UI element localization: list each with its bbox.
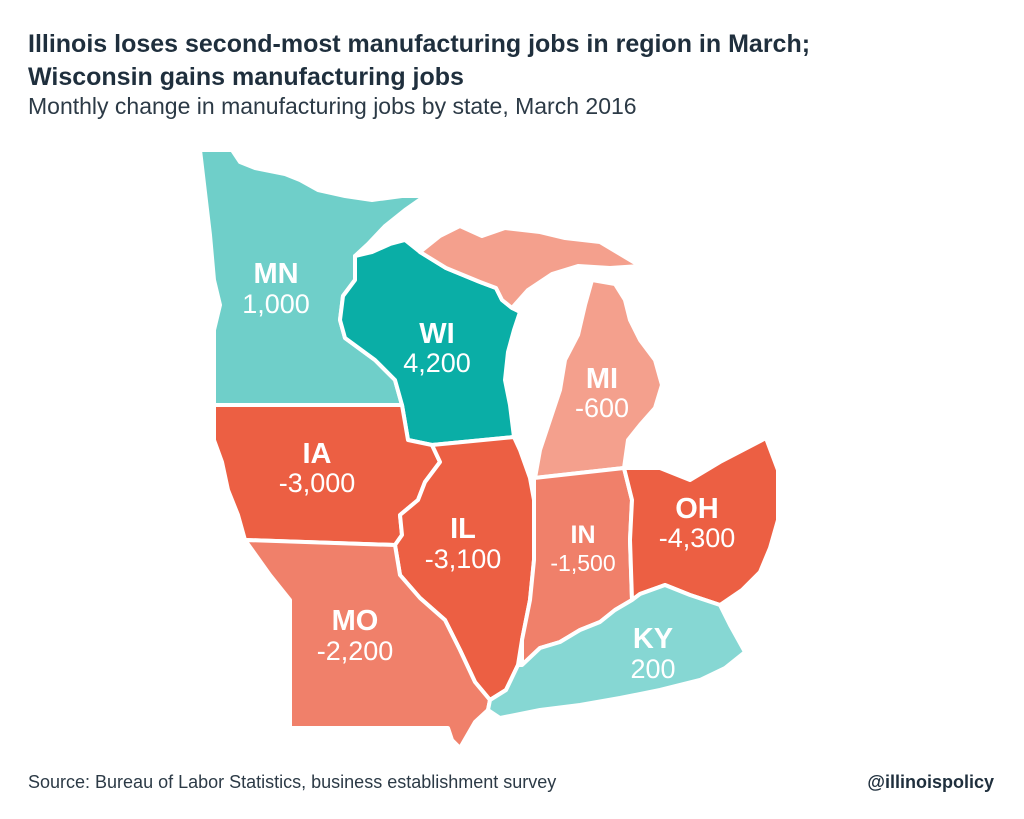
label-mo-abbr: MO	[332, 605, 379, 637]
state-ky	[486, 583, 747, 720]
source-note: Source: Bureau of Labor Statistics, busi…	[28, 772, 557, 792]
label-in-abbr: IN	[571, 521, 596, 549]
label-ky-abbr: KY	[633, 623, 673, 655]
label-il-abbr: IL	[450, 513, 476, 545]
label-mi: MI -600	[575, 363, 629, 423]
label-wi: WI 4,200	[403, 318, 471, 378]
state-mn	[198, 148, 427, 407]
label-mi-abbr: MI	[586, 363, 618, 395]
twitter-handle: @illinoispolicy	[867, 772, 994, 792]
label-oh-value: -4,300	[659, 523, 736, 553]
title-line-2: Wisconsin gains manufacturing jobs	[28, 63, 464, 91]
chart-subtitle: Monthly change in manufacturing jobs by …	[28, 93, 637, 119]
title-line-1: Illinois loses second-most manufacturing…	[28, 30, 811, 58]
label-oh-abbr: OH	[675, 493, 719, 525]
label-ia: IA -3,000	[279, 438, 356, 498]
label-mo-value: -2,200	[317, 636, 394, 666]
label-oh: OH -4,300	[659, 493, 736, 553]
label-ky-value: 200	[630, 654, 675, 684]
label-mi-value: -600	[575, 393, 629, 423]
label-il: IL -3,100	[425, 513, 502, 574]
chart-title: Illinois loses second-most manufacturing…	[28, 28, 998, 94]
state-oh	[622, 436, 780, 607]
state-mi-upper	[418, 224, 642, 310]
label-il-value: -3,100	[425, 544, 502, 574]
label-ky: KY 200	[630, 623, 675, 684]
label-in: IN -1,500	[550, 521, 615, 576]
label-in-value: -1,500	[550, 550, 615, 576]
label-mn-value: 1,000	[242, 289, 310, 319]
label-ia-value: -3,000	[279, 468, 356, 498]
label-wi-abbr: WI	[419, 318, 454, 350]
label-mn-abbr: MN	[253, 258, 298, 290]
label-wi-value: 4,200	[403, 348, 471, 378]
label-ia-abbr: IA	[303, 438, 332, 470]
label-mo: MO -2,200	[317, 605, 394, 666]
state-mi-lower	[533, 278, 664, 480]
label-mn: MN 1,000	[242, 258, 310, 319]
